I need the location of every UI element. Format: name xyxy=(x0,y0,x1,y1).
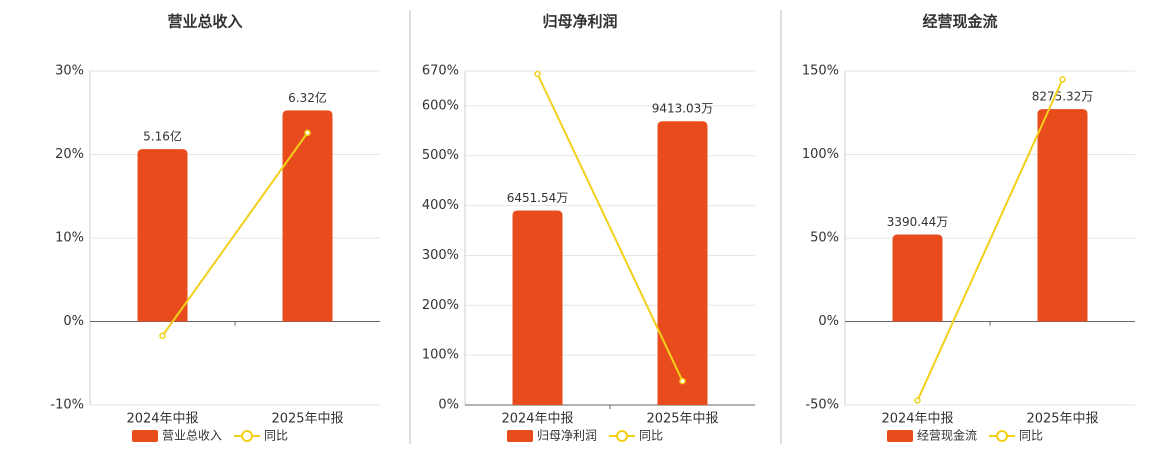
legend-item: 同比 xyxy=(234,429,288,443)
value-label: 9413.03万 xyxy=(652,102,714,116)
point xyxy=(159,332,166,339)
legend-swatch xyxy=(507,430,533,442)
y-tick-label: 0% xyxy=(818,314,839,329)
legend-label: 同比 xyxy=(1019,429,1043,443)
legend-swatch xyxy=(887,430,913,442)
y-tick-label: 0% xyxy=(63,314,84,329)
y-tick-label: 50% xyxy=(810,231,839,246)
y-tick-label: 670% xyxy=(422,64,459,79)
y-tick-label: -10% xyxy=(50,398,84,413)
legend-swatch xyxy=(996,430,1009,442)
value-label: 3390.44万 xyxy=(887,215,949,229)
y-tick-label: 0% xyxy=(438,398,459,413)
point xyxy=(1059,76,1066,83)
y-tick-label: 300% xyxy=(422,248,459,263)
point xyxy=(914,397,921,404)
legend-swatch xyxy=(241,430,254,442)
bar xyxy=(1037,109,1088,322)
x-tick-label: 2024年中报 xyxy=(501,412,573,427)
y-tick-label: 400% xyxy=(422,198,459,213)
value-label: 6451.54万 xyxy=(507,191,569,205)
legend-item: 经营现金流 xyxy=(887,428,977,443)
x-tick-label: 2025年中报 xyxy=(646,412,718,427)
legend-item: 营业总收入 xyxy=(132,429,222,443)
y-tick-label: 100% xyxy=(802,147,839,162)
y-tick-label: -50% xyxy=(805,398,839,413)
point xyxy=(679,377,686,385)
legend-label: 营业总收入 xyxy=(162,429,222,443)
bar xyxy=(657,121,708,405)
legend-label: 同比 xyxy=(639,429,663,443)
x-tick-label: 2024年中报 xyxy=(881,412,953,427)
x-tick-label: 2025年中报 xyxy=(1026,412,1098,427)
legend-swatch xyxy=(616,430,629,442)
legend-label: 经营现金流 xyxy=(917,428,977,443)
legend-item: 同比 xyxy=(989,429,1043,443)
chart-title: 经营现金流 xyxy=(922,13,997,31)
legend-label: 同比 xyxy=(264,429,288,443)
y-tick-label: 200% xyxy=(422,298,459,313)
value-label: 6.32亿 xyxy=(288,90,327,105)
bar xyxy=(137,149,188,322)
y-tick-label: 10% xyxy=(55,231,84,246)
x-tick-label: 2025年中报 xyxy=(271,412,343,427)
line xyxy=(536,73,684,382)
chart-title: 归母净利润 xyxy=(542,13,617,31)
bar xyxy=(282,110,333,322)
y-tick-label: 100% xyxy=(422,348,459,363)
legend-label: 归母净利润 xyxy=(537,429,597,443)
y-tick-label: 150% xyxy=(802,64,839,79)
y-tick-label: 20% xyxy=(55,147,84,162)
line xyxy=(161,132,309,337)
bar xyxy=(892,234,943,322)
point xyxy=(534,70,541,78)
legend-item: 归母净利润 xyxy=(507,429,597,443)
bar xyxy=(512,210,563,405)
legend-swatch xyxy=(132,430,158,442)
legend-item: 同比 xyxy=(609,429,663,443)
value-label: 8275.32万 xyxy=(1032,90,1094,104)
chart-title: 营业总收入 xyxy=(167,13,242,31)
y-tick-label: 30% xyxy=(55,64,84,79)
line xyxy=(916,79,1064,401)
value-label: 5.16亿 xyxy=(143,129,182,144)
y-tick-label: 600% xyxy=(422,98,459,113)
point xyxy=(304,129,311,137)
y-tick-label: 500% xyxy=(422,148,459,163)
x-tick-label: 2024年中报 xyxy=(126,412,198,427)
